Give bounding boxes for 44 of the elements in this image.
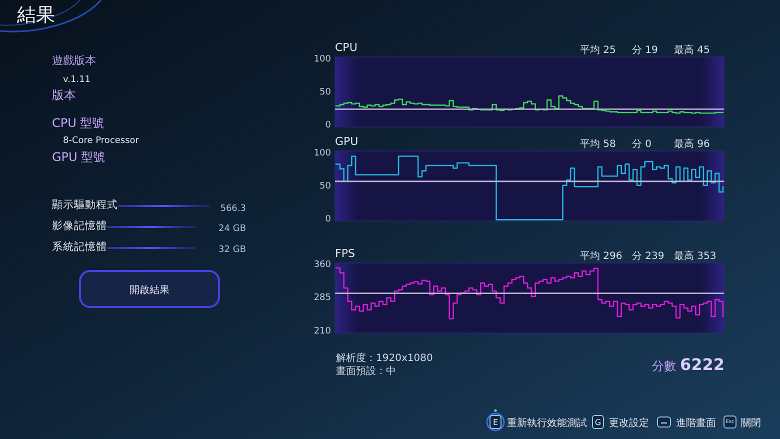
y-tick-label: 0	[325, 215, 332, 226]
button: 開啟結果	[79, 270, 220, 308]
text: 分 239	[632, 250, 664, 262]
y-tick-label: 50	[320, 88, 332, 98]
text: 566.3	[220, 204, 246, 214]
text: 重新執行效能測試	[507, 417, 587, 429]
text: 版本	[52, 88, 76, 102]
text: 最高 96	[674, 138, 710, 150]
text: 遊戲版本	[52, 54, 96, 67]
chart-title: FPS	[335, 247, 355, 260]
y-tick-label: 100	[314, 149, 332, 160]
y-tick-label: 360	[314, 260, 332, 270]
text: 進階畫面	[676, 417, 716, 429]
text: 24 GB	[218, 224, 246, 234]
text: 關閉	[741, 418, 761, 429]
text: 8-Core Processor	[63, 136, 140, 146]
y-tick-label: 210	[314, 327, 332, 338]
y-tick-label: 0	[325, 121, 332, 132]
text: 分 19	[632, 44, 658, 56]
text: 分數	[652, 359, 676, 373]
y-tick-label: 50	[320, 182, 332, 192]
text: 顯示驅動程式	[52, 198, 118, 211]
text: 平均 25	[580, 44, 616, 56]
text: 最高 45	[674, 44, 710, 56]
text: 最高 353	[674, 250, 716, 262]
text: 影像記憶體	[52, 219, 107, 232]
chart-title: CPU	[335, 41, 358, 54]
chart-title: GPU	[335, 135, 358, 148]
text: 分 0	[632, 138, 652, 150]
text: CPU 型號	[52, 116, 104, 130]
y-tick-label: 100	[314, 55, 332, 66]
text: 平均 58	[580, 138, 616, 150]
text: 更改設定	[609, 417, 649, 429]
text: 畫面預設：中	[336, 365, 396, 377]
text: v.1.11	[63, 75, 91, 85]
y-tick-label: 285	[314, 294, 331, 304]
key-icon: G	[592, 415, 604, 429]
text: 32 GB	[218, 245, 246, 255]
text: 6222	[680, 355, 725, 374]
text: 平均 296	[580, 250, 622, 262]
text: 系統記憶體	[52, 240, 107, 253]
text: 結果	[16, 4, 55, 26]
text: GPU 型號	[52, 150, 106, 164]
text: 解析度：1920x1080	[336, 352, 433, 364]
